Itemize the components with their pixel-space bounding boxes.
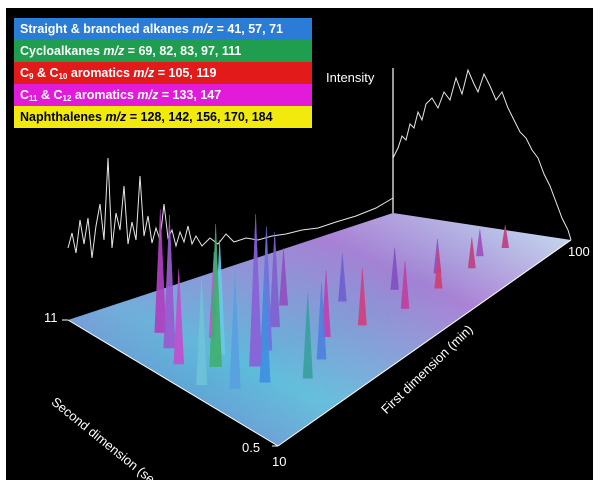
legend-text: 11 (29, 94, 38, 103)
peak (338, 253, 347, 302)
legend-text: m/z (192, 22, 214, 36)
first-dimension-axis (277, 239, 572, 447)
peak (316, 283, 327, 360)
legend-text: C (20, 88, 30, 102)
surface-plot (62, 68, 572, 447)
peak (209, 224, 222, 367)
peak (434, 250, 443, 289)
legend-text: & C (37, 88, 63, 102)
peak (302, 292, 313, 379)
legend-item: C9 & C10 aromatics m/z = 105, 119 (14, 62, 312, 84)
peak (476, 229, 484, 257)
first-dimension-trace (67, 157, 394, 259)
peak (279, 248, 289, 306)
legend-text: = 133, 147 (158, 88, 222, 102)
legend-item: C11 & C12 aromatics m/z = 133, 147 (14, 84, 312, 106)
legend-item: Naphthalenes m/z = 128, 142, 156, 170, 1… (14, 106, 312, 128)
legend-text: Straight & branched alkanes (20, 22, 193, 36)
legend-text: aromatics (67, 66, 134, 80)
peak (173, 269, 185, 365)
legend-text: 12 (62, 94, 72, 103)
y-tick-bottom: 0.5 (242, 440, 261, 455)
legend-item: Cycloalkanes m/z = 69, 82, 83, 97, 111 (14, 40, 312, 62)
peak (501, 224, 510, 249)
peak (357, 268, 367, 326)
legend-text: 9 (29, 72, 34, 81)
legend-text: = 128, 142, 156, 170, 184 (126, 110, 273, 124)
legend-text: aromatics (71, 88, 138, 102)
x-tick-end: 100 (568, 244, 590, 259)
legend-text: & C (33, 66, 59, 80)
legend-text: Naphthalenes (20, 110, 106, 124)
peak (400, 261, 410, 309)
chart-frame: Straight & branched alkanes m/z = 41, 57… (6, 8, 593, 480)
legend-text: m/z (105, 110, 127, 124)
x-tick-start: 10 (272, 454, 287, 469)
peak (269, 231, 280, 328)
legend-text: = 41, 57, 71 (213, 22, 283, 36)
legend-text: m/z (137, 88, 159, 102)
legend-text: m/z (103, 44, 125, 58)
peak (229, 274, 241, 389)
peak (390, 247, 399, 290)
legend: Straight & branched alkanes m/z = 41, 57… (14, 18, 312, 128)
legend-text: Cycloalkanes (20, 44, 104, 58)
legend-text: C (20, 66, 30, 80)
peak (196, 280, 208, 385)
second-dimension-axis (67, 319, 279, 447)
peak (163, 214, 176, 349)
intensity-axis-label: Intensity (326, 70, 375, 85)
second-dimension-trace (392, 68, 572, 241)
legend-text: 10 (58, 72, 68, 81)
peak (467, 237, 476, 269)
peak (249, 214, 263, 367)
legend-text: = 105, 119 (154, 66, 217, 80)
legend-item: Straight & branched alkanes m/z = 41, 57… (14, 18, 312, 40)
y-tick-top: 11 (44, 310, 58, 325)
peak-group (154, 209, 510, 389)
peak (259, 277, 271, 383)
legend-text: = 69, 82, 83, 97, 111 (124, 44, 242, 58)
peak (154, 209, 167, 333)
legend-text: m/z (133, 66, 155, 80)
